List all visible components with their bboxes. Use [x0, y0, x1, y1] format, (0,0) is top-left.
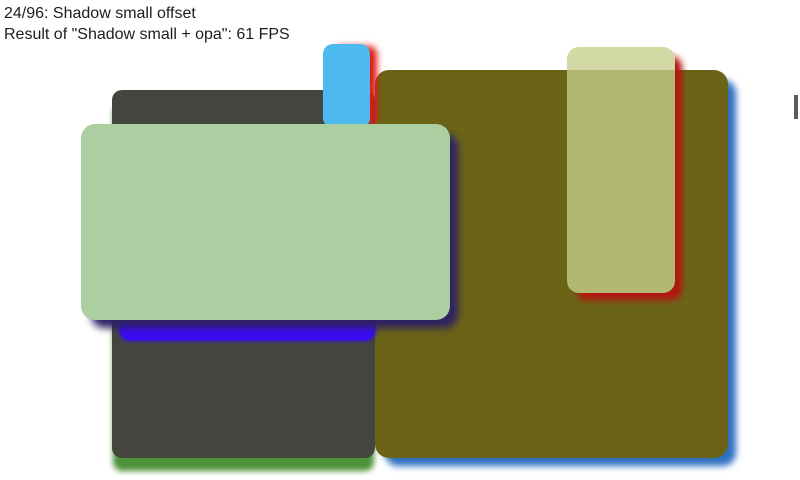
benchmark-header: 24/96: Shadow small offset Result of "Sh…: [4, 3, 290, 45]
mint-card-shape: [81, 124, 450, 320]
benchmark-result-label: Result of "Shadow small + opa": 61 FPS: [4, 26, 290, 43]
benchmark-progress-label: 24/96: Shadow small offset: [4, 5, 196, 22]
blue-shadow-bar-shape: [120, 316, 375, 340]
edge-bar-shape: [794, 95, 798, 119]
translucent-panel-shape: [567, 47, 675, 293]
cyan-pill-shape: [323, 44, 370, 128]
